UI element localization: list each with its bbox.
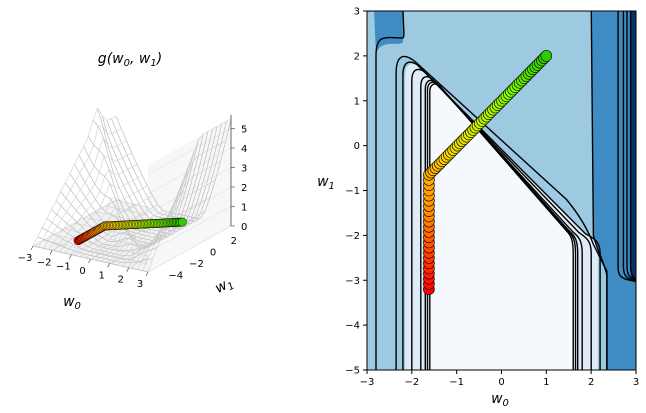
- x3d-tick-mark: [88, 258, 91, 264]
- x3d-tick-mark: [107, 263, 110, 268]
- surface-x-label: w0: [63, 294, 81, 312]
- contour-line: [590, 11, 608, 370]
- contour-line: [424, 79, 579, 370]
- y3d-tick-label: 2: [231, 236, 237, 247]
- x3d-tick-label: −2: [37, 257, 52, 268]
- surface-line: [43, 136, 127, 249]
- x3d-tick-mark: [69, 254, 72, 259]
- wall-grid-line: [147, 128, 232, 175]
- contour-ticks: −3 −2 −1 0 1 2 3 −5 −4 −3 −2 −1 0 1 2 3: [345, 7, 639, 389]
- surface-line: [53, 163, 138, 251]
- contour-y-label: w1: [317, 174, 335, 192]
- x3d-tick-mark: [145, 271, 149, 277]
- contour-line: [375, 11, 405, 370]
- x3d-tick-label: 2: [118, 275, 124, 286]
- contour-line: [395, 55, 608, 370]
- y-tick-label: −4: [345, 321, 360, 332]
- contour-line: [411, 68, 592, 370]
- y-tick-label: −5: [345, 366, 360, 377]
- z3d-tick-label: 2: [241, 183, 247, 194]
- contour-line: [367, 11, 373, 12]
- x-tick-label: 0: [498, 377, 504, 388]
- surface-title: g(w0, w1): [98, 51, 162, 69]
- surface-line: [69, 195, 153, 255]
- x-tick-label: −1: [449, 377, 464, 388]
- y-tick-label: −1: [345, 186, 360, 197]
- contour-line: [402, 61, 601, 370]
- y-tick-label: 0: [354, 141, 360, 152]
- z3d-tick-label: 5: [241, 125, 247, 136]
- surface-line: [74, 204, 158, 256]
- contour-band-inner: [427, 82, 576, 370]
- x-tick-label: −2: [404, 377, 419, 388]
- y3d-tick-label: −2: [189, 259, 204, 270]
- surface-line: [142, 140, 226, 271]
- surface-line: [48, 152, 132, 250]
- y-tick-label: 3: [354, 7, 360, 18]
- wall-grid-line: [147, 167, 232, 214]
- y3d-tick-label: −4: [168, 270, 183, 281]
- descent-path-2d: [423, 50, 553, 296]
- surface-y-label: w1: [212, 274, 236, 298]
- surface-line: [116, 218, 200, 266]
- x3d-tick-label: 1: [98, 270, 104, 281]
- x3d-tick-mark: [49, 250, 53, 255]
- wall-grid-line: [147, 225, 232, 273]
- z3d-tick-label: 0: [241, 222, 247, 233]
- z3d-tick-label: 1: [241, 203, 247, 214]
- wall-grid-line: [147, 206, 232, 253]
- y-tick-label: −2: [345, 231, 360, 242]
- contour-x-label: w0: [491, 391, 509, 409]
- x3d-tick-label: 0: [79, 266, 85, 277]
- descent-point: [540, 50, 553, 62]
- z3d-tick-label: 4: [241, 144, 247, 155]
- contour-line: [626, 11, 636, 282]
- surface-line: [147, 118, 232, 273]
- surface-line: [32, 107, 117, 247]
- y3d-tick-label: 0: [210, 247, 216, 258]
- z3d-tick-label: 3: [241, 164, 247, 175]
- descent-point-3d: [177, 217, 187, 227]
- surface-line: [37, 125, 122, 248]
- contour-line: [420, 76, 583, 370]
- y-tick-label: 2: [354, 51, 360, 62]
- contour-lines: [367, 11, 636, 370]
- contour-band-far-right: [630, 11, 636, 283]
- contour-plot: −3 −2 −1 0 1 2 3 −5 −4 −3 −2 −1 0 1 2 3 w0 w1: [317, 7, 639, 410]
- surface-line: [132, 179, 216, 269]
- y-tick-label: −3: [345, 276, 360, 287]
- contour-line: [622, 11, 636, 282]
- x3d-tick-mark: [126, 267, 130, 272]
- x3d-tick-label: 3: [137, 279, 143, 290]
- x3d-tick-label: −3: [18, 253, 33, 264]
- x-tick-label: 1: [543, 377, 549, 388]
- surface-line: [58, 175, 143, 253]
- wall-grid-line: [147, 147, 232, 195]
- contour-band-top-left: [374, 11, 403, 56]
- contour-band-right: [591, 11, 636, 370]
- x-tick-label: 2: [588, 377, 594, 388]
- contour-line: [617, 11, 636, 283]
- x-tick-label: −3: [360, 377, 375, 388]
- y-tick-label: 1: [354, 96, 360, 107]
- contour-line: [629, 11, 636, 281]
- surface-line: [137, 161, 221, 270]
- surface-line: [121, 210, 206, 267]
- descent-path-3d: [73, 217, 187, 246]
- x3d-tick-mark: [30, 245, 34, 251]
- x3d-tick-label: −1: [56, 262, 71, 273]
- x-tick-label: 3: [633, 377, 639, 388]
